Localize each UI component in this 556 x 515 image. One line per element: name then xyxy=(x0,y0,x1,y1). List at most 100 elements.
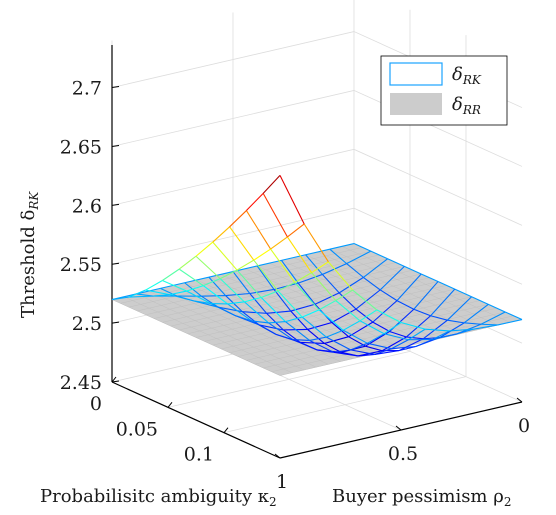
mesh-line xyxy=(408,328,426,341)
mesh-line xyxy=(279,175,305,225)
mesh-line xyxy=(389,330,407,338)
mesh-line xyxy=(229,210,247,228)
mesh-line xyxy=(449,328,474,332)
mesh-line xyxy=(184,276,209,284)
x-axis-line xyxy=(111,381,281,459)
grid-line-z xyxy=(111,148,523,226)
mesh-line xyxy=(327,261,354,291)
mesh-line xyxy=(367,333,385,344)
mesh-line xyxy=(242,311,260,326)
z-tick-mark xyxy=(111,144,120,147)
mesh-line xyxy=(145,280,163,291)
z-ticks: 2.45 2.5 2.55 2.6 2.65 2.7 xyxy=(60,78,120,394)
mesh-line xyxy=(261,290,279,298)
mesh-line xyxy=(111,296,129,301)
mesh-line xyxy=(318,300,337,311)
mesh-line xyxy=(463,303,489,324)
mesh-line xyxy=(201,295,226,297)
mesh-line xyxy=(128,289,146,298)
mesh-line xyxy=(321,274,340,294)
mesh-line xyxy=(227,303,253,322)
mesh-line xyxy=(329,243,355,250)
mesh-line xyxy=(363,276,381,291)
plane-grid-line xyxy=(271,315,514,372)
mesh-line xyxy=(227,301,245,305)
delta-rk-mesh xyxy=(111,174,523,357)
mesh-line xyxy=(128,295,154,298)
mesh-line xyxy=(413,281,439,310)
mesh-line xyxy=(290,303,316,312)
x-tick-label: 0.05 xyxy=(116,418,158,440)
mesh-line xyxy=(488,303,506,313)
mesh-line xyxy=(225,292,250,297)
mesh-line xyxy=(370,250,388,260)
mesh-line xyxy=(396,273,422,301)
y-tick-mark xyxy=(395,425,402,431)
mesh-line xyxy=(331,308,357,323)
mesh-line xyxy=(257,259,282,267)
mesh-line xyxy=(212,226,230,243)
plane-grid-line xyxy=(237,300,481,357)
mesh-line xyxy=(326,329,344,338)
mesh-line xyxy=(420,273,439,283)
mesh-line xyxy=(352,289,378,311)
mesh-line xyxy=(217,306,236,317)
x-tick-label: 0.1 xyxy=(184,444,214,466)
mesh-line xyxy=(464,322,482,325)
mesh-line xyxy=(234,315,252,322)
mesh-line xyxy=(294,282,320,311)
mesh-line xyxy=(298,273,323,284)
z-tick-mark xyxy=(111,203,120,206)
x-ticks: 0 0.05 0.1 xyxy=(90,376,229,466)
mesh-line xyxy=(454,288,472,298)
mesh-line xyxy=(232,271,251,294)
delta-rr-surface xyxy=(111,243,523,376)
x-tick-mark xyxy=(111,376,117,383)
mesh-line xyxy=(348,336,366,347)
mesh-line xyxy=(160,287,178,297)
mesh-line xyxy=(303,223,329,263)
mesh-line xyxy=(311,272,337,301)
mesh-line xyxy=(178,255,197,270)
legend-label-rk: δRK xyxy=(452,64,482,87)
mesh-line xyxy=(270,248,296,283)
x-tick-mark xyxy=(223,427,229,433)
mesh-line xyxy=(374,350,400,355)
mesh-line xyxy=(367,342,392,350)
z-tick-label: 2.5 xyxy=(72,313,102,335)
mesh-line xyxy=(244,301,269,324)
plane-grid-line xyxy=(229,296,472,353)
mesh-line xyxy=(338,292,357,310)
mesh-line xyxy=(309,339,335,353)
mesh-line xyxy=(406,336,424,340)
mesh-line xyxy=(383,322,402,335)
mesh-line xyxy=(359,320,385,335)
plane-grid-line xyxy=(246,304,489,361)
mesh-line xyxy=(333,349,351,353)
mesh-line xyxy=(372,300,398,323)
legend-swatch-surface xyxy=(390,93,442,115)
mesh-line xyxy=(372,321,390,332)
mesh-line xyxy=(160,282,185,289)
mesh-line xyxy=(437,281,456,290)
mesh-line xyxy=(195,255,221,280)
mesh-line xyxy=(208,271,234,278)
mesh-line xyxy=(359,309,378,322)
legend: δRK δRR xyxy=(380,55,508,126)
mesh-line xyxy=(376,309,402,324)
mesh-line xyxy=(268,322,294,341)
mesh-line xyxy=(413,308,431,317)
mesh-line xyxy=(201,295,219,308)
z-tick-mark xyxy=(111,380,120,383)
plane-grid-line xyxy=(148,290,317,368)
mesh-line xyxy=(309,336,327,341)
mesh-line xyxy=(406,315,431,338)
mesh-line xyxy=(277,282,296,292)
mesh-line xyxy=(335,289,353,302)
mesh-line xyxy=(324,342,342,353)
mesh-line xyxy=(177,295,195,302)
mesh-line xyxy=(331,322,349,338)
mesh-line xyxy=(432,333,457,341)
mesh-line xyxy=(162,268,180,281)
